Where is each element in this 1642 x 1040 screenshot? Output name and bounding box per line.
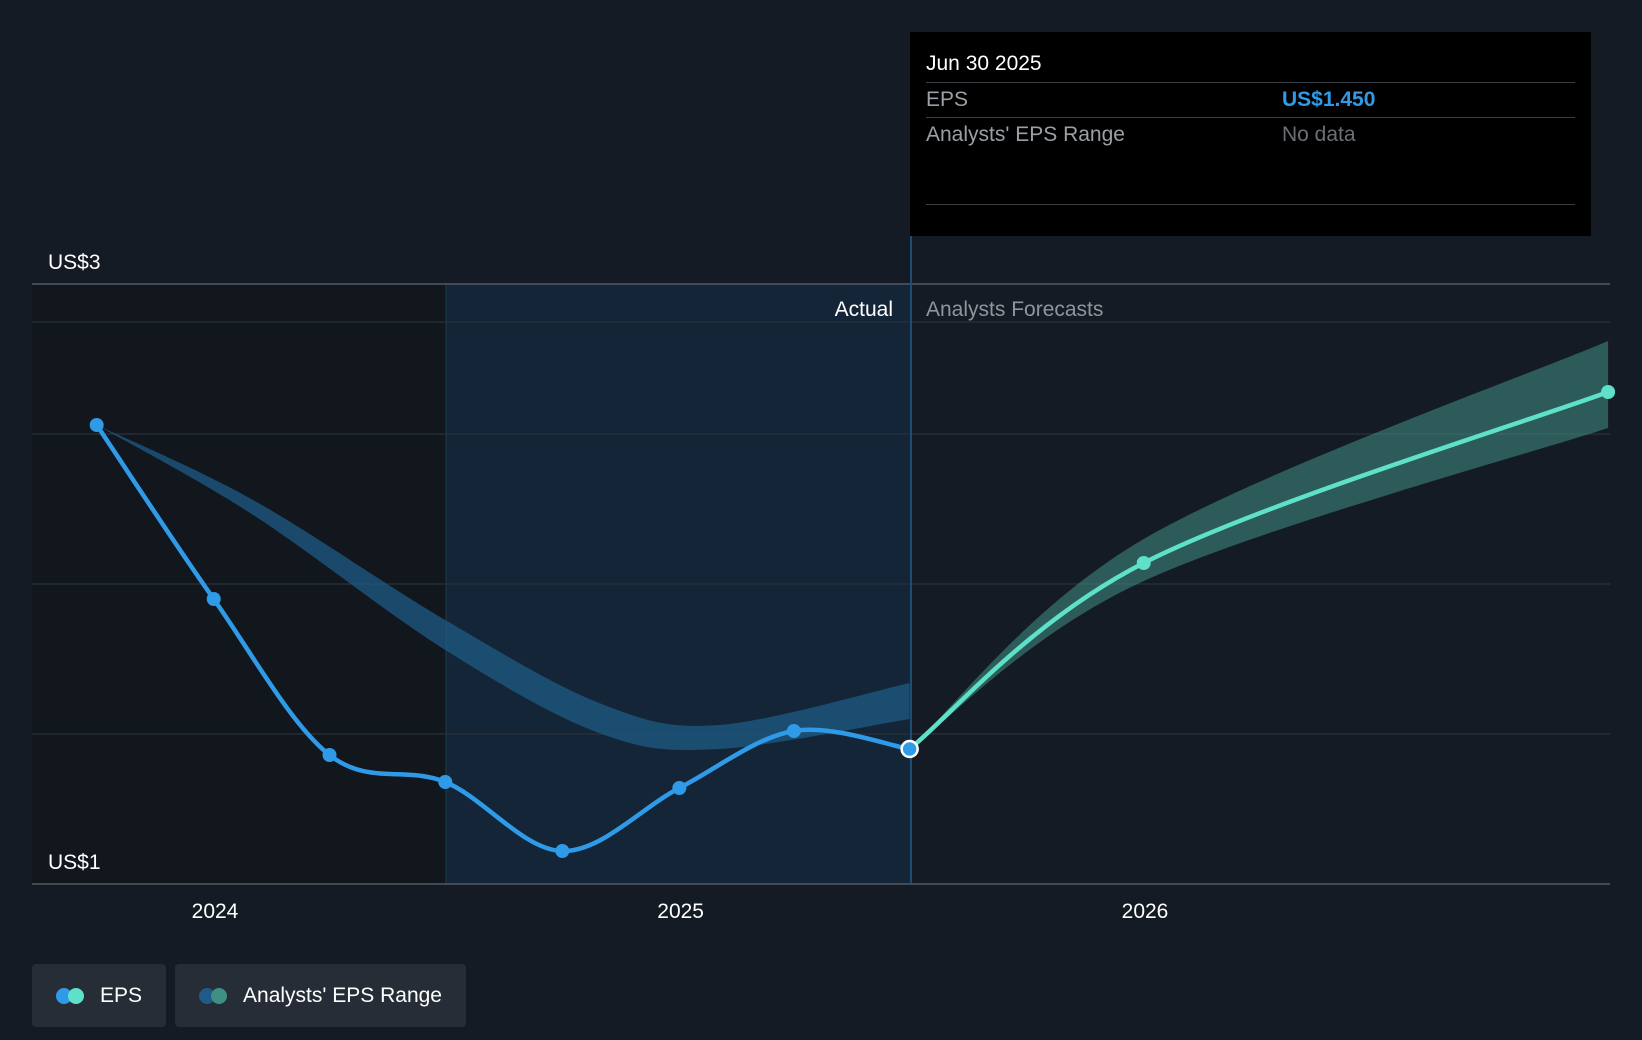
legend-item-eps[interactable]: EPS xyxy=(32,964,167,1027)
legend-item-eps-range[interactable]: Analysts' EPS Range xyxy=(175,964,466,1027)
tooltip-range-value: No data xyxy=(1282,123,1356,146)
legend-range-label: Analysts' EPS Range xyxy=(243,983,442,1007)
eps-point-3 xyxy=(438,775,453,789)
eps-forecast-point-0 xyxy=(1136,556,1151,570)
tooltip-eps-label: EPS xyxy=(926,88,969,111)
eps-range-band-0 xyxy=(96,425,910,751)
x-axis-labels: 2024 2025 2026 xyxy=(192,900,1169,923)
forecast-label: Analysts Forecasts xyxy=(926,298,1103,321)
tooltip-row-range: Analysts' EPS Range No data xyxy=(926,117,1575,152)
eps-point-5 xyxy=(672,781,687,795)
y-axis-label-1: US$1 xyxy=(48,851,101,874)
gridlines xyxy=(32,321,1610,735)
x-axis-label-0: 2024 xyxy=(192,900,239,923)
actual-label: Actual xyxy=(835,298,893,321)
y-axis-labels: US$3 US$1 xyxy=(48,251,101,874)
eps-range-band-1 xyxy=(909,341,1609,749)
legend-range-icon xyxy=(199,987,229,1004)
eps-point-4 xyxy=(555,844,570,858)
tooltip-panel: Jun 30 2025 EPS US$1.450 Analysts' EPS R… xyxy=(910,32,1591,236)
eps-forecast-point-1 xyxy=(1601,385,1616,399)
legend-eps-label: EPS xyxy=(100,983,143,1007)
eps-line-1 xyxy=(907,389,1611,752)
tooltip-range-label: Analysts' EPS Range xyxy=(926,123,1125,146)
tooltip-row-eps: EPS US$1.450 xyxy=(926,82,1575,117)
eps-point-0 xyxy=(89,418,104,432)
eps-range-bands xyxy=(96,341,1609,751)
legend-range-dot-forecast xyxy=(211,987,228,1004)
x-axis-label-2: 2026 xyxy=(1122,900,1169,923)
legend-eps-icon xyxy=(56,987,86,1004)
legend-eps-dot-forecast xyxy=(68,987,84,1004)
eps-point-6 xyxy=(786,724,801,738)
tooltip-date: Jun 30 2025 xyxy=(926,52,1042,75)
eps-points xyxy=(89,385,1616,858)
tooltip-divider xyxy=(926,204,1575,205)
eps-point-current xyxy=(900,739,919,759)
eps-point-1 xyxy=(206,592,221,606)
x-axis-label-1: 2025 xyxy=(657,900,704,923)
tooltip-eps-value: US$1.450 xyxy=(1282,88,1376,111)
legend: EPS Analysts' EPS Range xyxy=(32,964,466,1027)
eps-point-2 xyxy=(322,748,337,762)
y-axis-label-0: US$3 xyxy=(48,251,101,274)
